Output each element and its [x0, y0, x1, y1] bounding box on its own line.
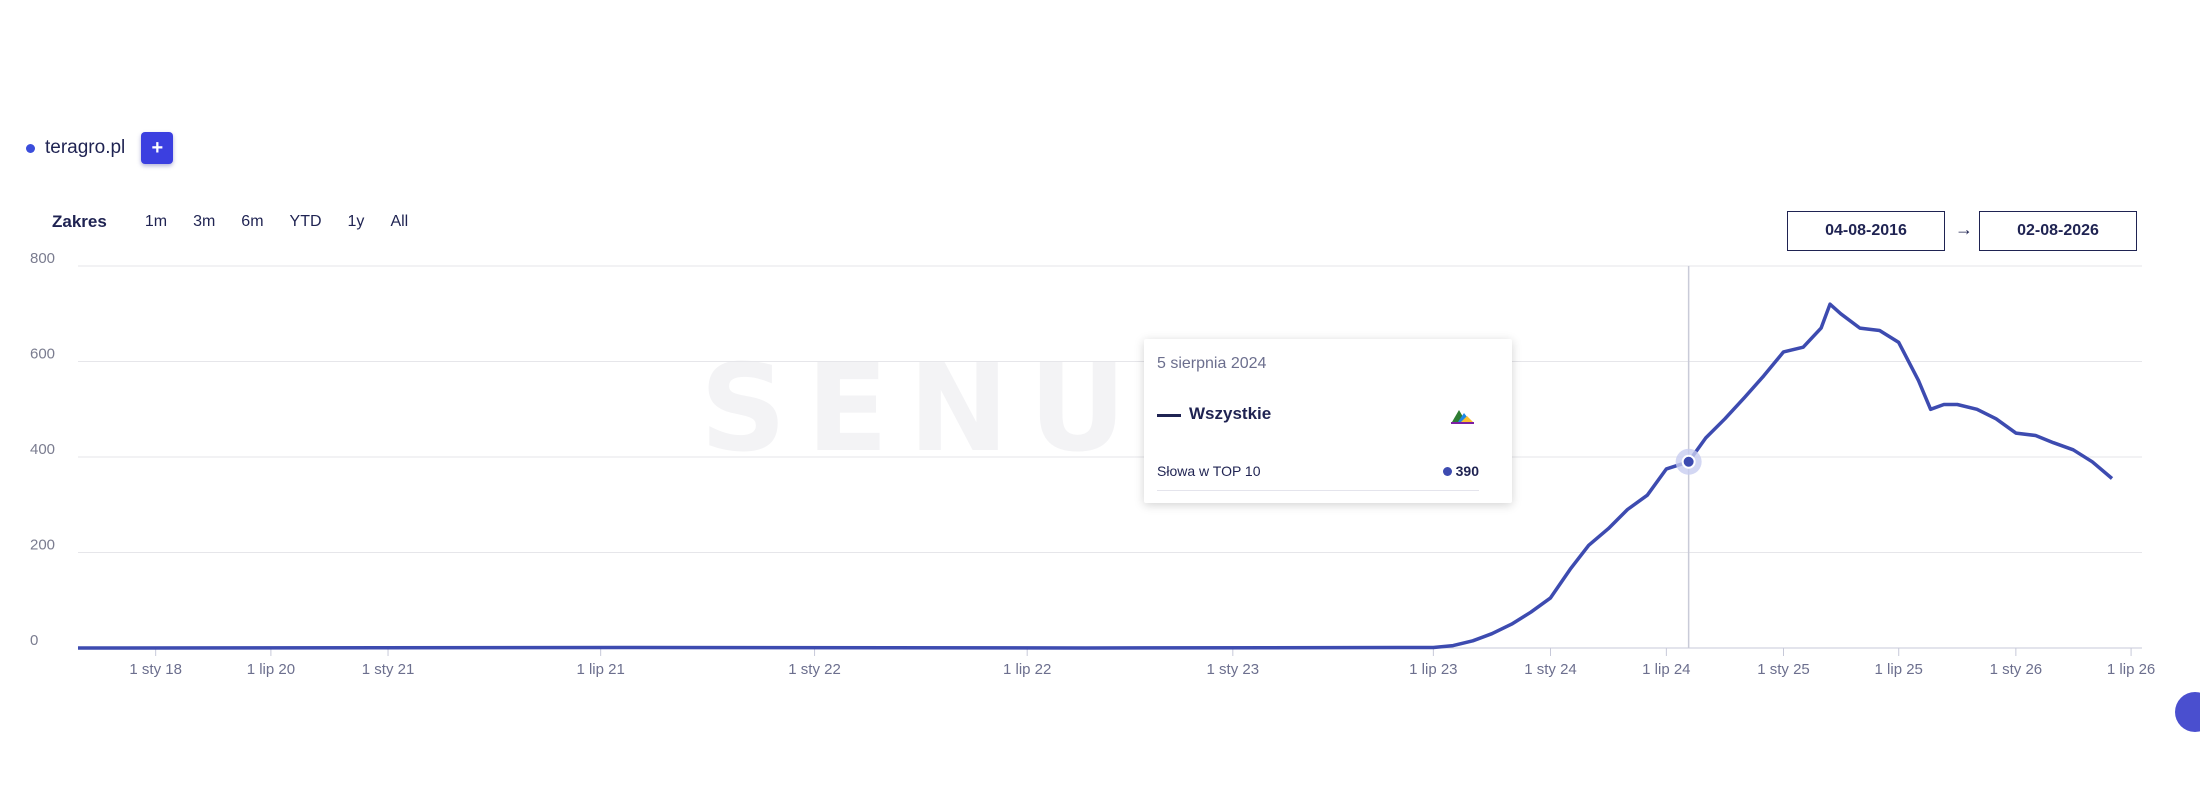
x-tick-label: 1 lip 20	[247, 661, 295, 678]
x-tick-label: 1 sty 23	[1207, 661, 1260, 678]
x-tick-label: 1 sty 24	[1524, 661, 1577, 678]
range-button-1y[interactable]: 1y	[347, 213, 365, 230]
y-tick-label: 800	[30, 250, 55, 267]
y-tick-label: 400	[30, 441, 55, 458]
y-tick-label: 0	[30, 632, 38, 649]
tooltip-value-group: 390	[1442, 463, 1479, 479]
tooltip-metric-label: Słowa w TOP 10	[1157, 463, 1261, 479]
tooltip-divider	[1157, 490, 1479, 491]
range-selector: Zakres 1m 3m 6m YTD 1y All	[52, 212, 434, 232]
x-tick-label: 1 sty 26	[1990, 661, 2043, 678]
range-button-6m[interactable]: 6m	[241, 213, 264, 230]
tooltip-value-dot-icon	[1442, 466, 1452, 476]
range-button-1m[interactable]: 1m	[144, 213, 168, 230]
end-date-input[interactable]: 02-08-2026	[1979, 211, 2137, 251]
y-axis-ticks: 0 200 400 600 800	[30, 250, 55, 649]
series-line-slowa-top10[interactable]	[77, 302, 2114, 650]
x-tick-label: 1 lip 24	[1642, 661, 1690, 678]
range-button-all[interactable]: All	[390, 213, 409, 230]
tooltip-date: 5 sierpnia 2024	[1157, 355, 1267, 372]
x-tick-label: 1 sty 21	[362, 661, 415, 678]
chart-tooltip: 5 sierpnia 2024 Wszystkie Słowa w TOP 10…	[1144, 339, 1512, 503]
x-axis-ticks: 1 sty 18 1 lip 20 1 sty 21 1 lip 21 1 sty 22…	[129, 648, 2155, 678]
x-tick-label: 1 lip 22	[1003, 661, 1051, 678]
x-tick-label: 1 sty 22	[788, 661, 841, 678]
legend-domain-name[interactable]: teragro.pl	[45, 137, 126, 158]
tooltip-group-label: Wszystkie	[1189, 404, 1272, 423]
chat-widget-icon[interactable]	[2175, 692, 2200, 732]
y-tick-label: 200	[30, 537, 55, 554]
grid-lines	[78, 265, 2142, 649]
x-tick-label: 1 lip 25	[1875, 661, 1923, 678]
legend-dot-icon	[26, 143, 35, 153]
hover-point[interactable]	[1681, 454, 1696, 469]
google-update-icon[interactable]	[1449, 405, 1475, 425]
x-tick-label: 1 lip 23	[1409, 661, 1457, 678]
y-tick-label: 600	[30, 346, 55, 363]
x-tick-label: 1 sty 25	[1757, 661, 1810, 678]
date-range-arrow: →	[1955, 219, 1973, 239]
start-date-input[interactable]: 04-08-2016	[1787, 211, 1945, 251]
x-tick-label: 1 lip 21	[576, 661, 624, 678]
range-title: Zakres	[52, 212, 107, 231]
x-tick-label: 1 lip 26	[2107, 661, 2155, 678]
range-button-ytd[interactable]: YTD	[289, 213, 322, 230]
tooltip-value: 390	[1455, 463, 1479, 479]
add-domain-button[interactable]: +	[141, 132, 174, 164]
range-button-3m[interactable]: 3m	[193, 213, 216, 230]
legend: teragro.pl +	[26, 132, 174, 164]
x-tick-label: 1 sty 18	[129, 661, 182, 678]
tooltip-series-line-icon	[1157, 414, 1181, 417]
